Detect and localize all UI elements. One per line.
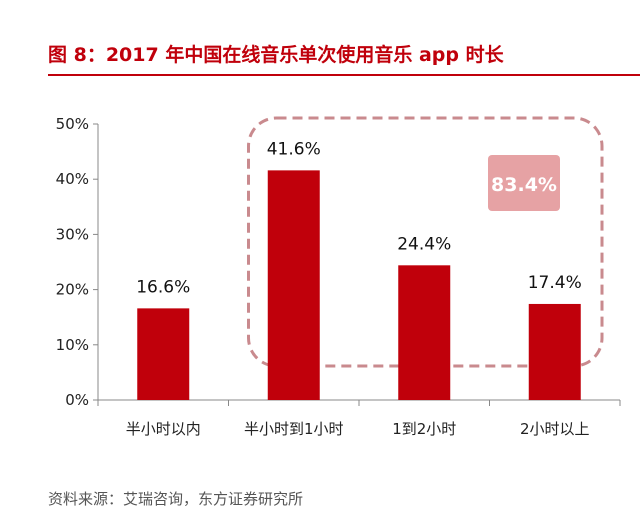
x-tick-label: 半小时以内 xyxy=(126,420,201,438)
bar xyxy=(398,265,451,400)
data-label: 17.4% xyxy=(528,273,582,293)
y-tick-label: 30% xyxy=(56,225,89,243)
bar xyxy=(137,308,190,400)
title-rule xyxy=(48,74,640,76)
highlight-badge-label: 83.4% xyxy=(491,174,557,196)
x-tick-label: 半小时到1小时 xyxy=(244,420,344,438)
figure-title: 图 8：2017 年中国在线音乐单次使用音乐 app 时长 xyxy=(48,44,504,66)
x-tick-label: 2小时以上 xyxy=(520,420,590,438)
bar xyxy=(528,303,581,400)
y-tick-label: 50% xyxy=(56,115,89,133)
data-label: 16.6% xyxy=(136,277,190,297)
x-tick-label: 1到2小时 xyxy=(392,420,456,438)
y-tick-label: 0% xyxy=(65,391,89,409)
bar xyxy=(267,170,320,400)
data-label: 41.6% xyxy=(267,139,321,159)
highlight-badge xyxy=(488,155,560,211)
data-label: 24.4% xyxy=(397,234,451,254)
y-tick-label: 20% xyxy=(56,281,89,299)
source-note: 资料来源：艾瑞咨询，东方证券研究所 xyxy=(48,490,304,508)
y-tick-label: 40% xyxy=(56,170,89,188)
y-tick-label: 10% xyxy=(56,336,89,354)
figure-header: 图 8：2017 年中国在线音乐单次使用音乐 app 时长 xyxy=(0,0,640,80)
